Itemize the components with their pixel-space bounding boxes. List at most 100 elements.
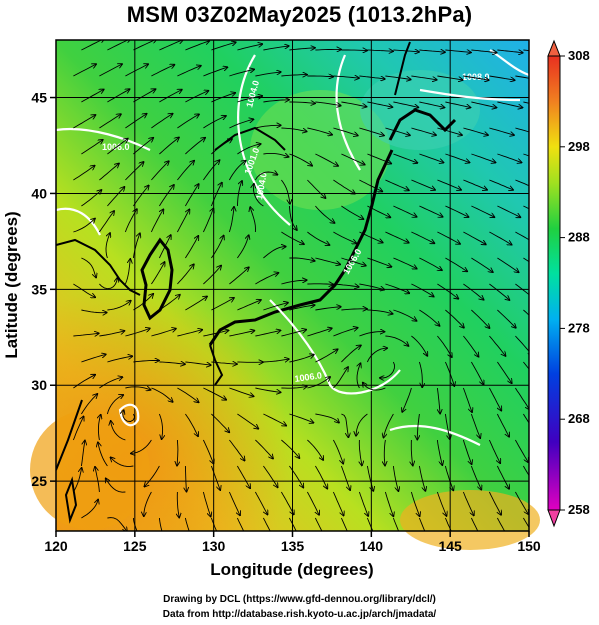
streamline <box>125 114 146 129</box>
streamline <box>489 127 514 135</box>
streamline <box>357 363 361 389</box>
streamline <box>281 330 306 337</box>
streamline <box>255 439 273 459</box>
streamline <box>515 387 529 409</box>
streamline <box>73 115 95 129</box>
streamline <box>111 457 134 467</box>
streamline <box>73 166 94 181</box>
streamline <box>255 72 280 77</box>
streamline <box>463 179 487 190</box>
streamline <box>462 491 473 515</box>
x-tick-label: 135 <box>281 538 305 554</box>
y-axis-title: Latitude (degrees) <box>2 211 21 358</box>
streamline <box>333 231 356 243</box>
streamline <box>333 328 357 337</box>
streamline <box>488 491 501 515</box>
streamline <box>307 439 323 460</box>
streamline <box>463 283 483 300</box>
streamline <box>402 387 412 412</box>
streamline <box>523 257 529 263</box>
streamline <box>393 153 417 163</box>
x-axis: 120 125 130 135 140 145 150 <box>44 531 541 554</box>
streamline <box>281 439 299 458</box>
streamline <box>255 491 267 515</box>
streamline <box>95 467 100 493</box>
streamline <box>470 465 481 490</box>
streamline <box>177 264 193 285</box>
colorbar-tick-label: 268 <box>568 411 590 426</box>
streamline <box>185 361 210 365</box>
x-tick-label: 125 <box>123 538 147 554</box>
streamline <box>515 491 528 514</box>
streamline <box>333 179 355 194</box>
streamline <box>151 329 176 337</box>
streamline <box>133 186 148 207</box>
streamline <box>333 367 348 389</box>
streamline <box>289 517 297 531</box>
streamline <box>125 387 150 390</box>
streamline <box>315 257 340 264</box>
streamline <box>99 114 121 129</box>
streamline <box>515 179 529 187</box>
streamline <box>445 50 471 53</box>
streamline <box>158 235 170 259</box>
streamline <box>393 205 416 217</box>
streamline <box>151 161 168 181</box>
streamline <box>73 333 98 336</box>
streamline <box>497 153 521 163</box>
streamline <box>444 517 452 531</box>
streamline <box>463 231 485 244</box>
streamline <box>307 328 331 337</box>
streamline <box>523 205 529 210</box>
streamline <box>341 50 367 51</box>
streamline <box>202 491 210 517</box>
streamline <box>105 233 110 259</box>
colorbar: 258 268 278 288 298 308 <box>547 39 590 528</box>
streamline <box>411 231 434 243</box>
x-tick-label: 130 <box>202 538 226 554</box>
streamline <box>437 127 462 135</box>
streamline <box>393 50 419 52</box>
streamline <box>515 127 529 133</box>
streamline <box>333 127 357 136</box>
streamline <box>418 465 425 491</box>
streamline <box>263 153 288 156</box>
streamline <box>211 139 232 155</box>
streamline <box>237 144 260 155</box>
streamline <box>489 75 514 80</box>
streamline <box>81 394 97 415</box>
streamline <box>133 138 153 155</box>
streamline <box>203 330 228 337</box>
streamline <box>263 359 288 362</box>
x-tick-label: 150 <box>517 538 541 554</box>
streamline <box>177 387 198 402</box>
streamline <box>111 421 126 441</box>
streamline <box>419 309 439 326</box>
streamline <box>133 294 153 311</box>
streamline <box>497 257 518 272</box>
streamline <box>210 465 220 490</box>
y-axis: 25 30 35 40 45 <box>31 90 56 489</box>
streamline <box>81 140 102 155</box>
streamline <box>444 465 453 490</box>
streamline <box>515 75 529 79</box>
streamline <box>523 101 529 104</box>
streamline <box>411 439 413 466</box>
streamline <box>125 328 149 337</box>
streamline <box>445 101 470 108</box>
streamline <box>411 283 433 297</box>
streamline <box>73 468 81 493</box>
streamline <box>99 278 117 290</box>
streamline <box>523 309 529 316</box>
streamline <box>99 164 119 181</box>
streamline <box>436 491 446 516</box>
streamline <box>211 93 235 103</box>
streamline <box>236 181 242 207</box>
streamline <box>523 153 529 157</box>
streamline <box>436 387 440 414</box>
streamline <box>359 231 382 243</box>
streamline <box>489 231 511 245</box>
streamline <box>497 309 515 328</box>
streamline <box>489 335 505 356</box>
x-axis-title: Longitude (degrees) <box>210 560 373 579</box>
